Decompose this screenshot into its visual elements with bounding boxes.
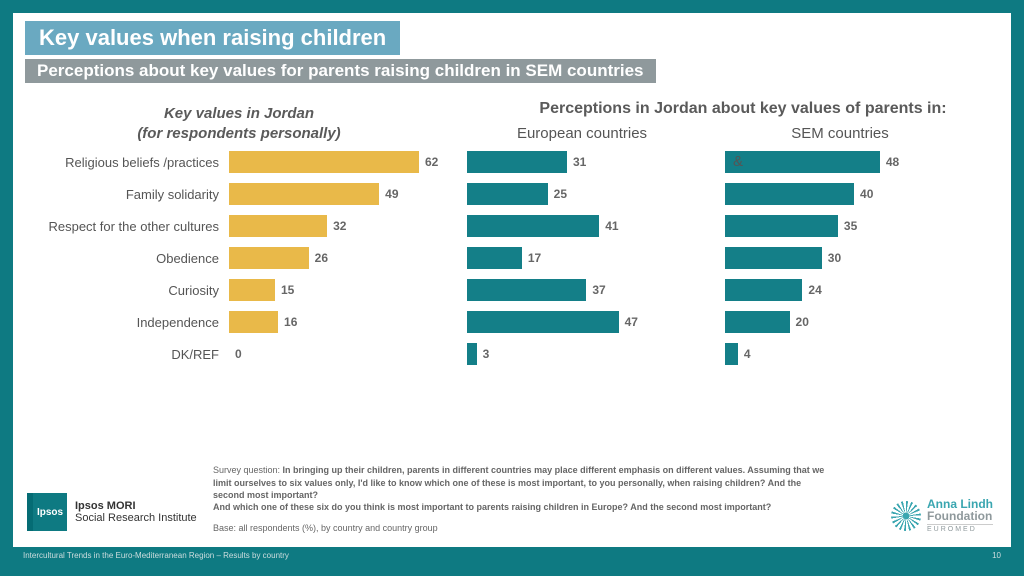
base-note: Base: all respondents (%), by country an… — [213, 523, 438, 533]
category-label: Obedience — [29, 251, 229, 266]
ipsos-logo: Ipsos Ipsos MORI Social Research Institu… — [27, 493, 197, 531]
category-label: Independence — [29, 315, 229, 330]
page-number: 10 — [992, 551, 1001, 560]
bar — [467, 247, 522, 269]
bar-value: 31 — [567, 155, 586, 169]
perception-header: Perceptions in Jordan about key values o… — [513, 99, 973, 118]
bar-row: 31 — [457, 147, 707, 177]
bar-value: 24 — [802, 283, 821, 297]
bar-value: 30 — [822, 251, 841, 265]
chart-left: Key values in Jordan (for respondents pe… — [29, 87, 449, 371]
bar-row: 35 — [715, 211, 965, 241]
bar-row: Curiosity 15 — [29, 275, 449, 305]
bar-row: Family solidarity 49 — [29, 179, 449, 209]
ipsos-text: Ipsos MORI Social Research Institute — [75, 500, 197, 524]
bar-value: 16 — [278, 315, 297, 329]
chart-mid: European countries 3125411737473 — [457, 87, 707, 371]
bar-value: 15 — [275, 283, 294, 297]
charts-row: Key values in Jordan (for respondents pe… — [13, 83, 1011, 371]
anna-lindh-logo: Anna Lindh Foundation EUROMED — [891, 498, 993, 533]
bar-row: 37 — [457, 275, 707, 305]
bar-row: 40 — [715, 179, 965, 209]
bar-row: 47 — [457, 307, 707, 337]
category-label: Religious beliefs /practices — [29, 155, 229, 170]
bar-row: 4 — [715, 339, 965, 369]
bar-value: 47 — [619, 315, 638, 329]
bar-value: 49 — [379, 187, 398, 201]
bar-row: Independence 16 — [29, 307, 449, 337]
category-label: Curiosity — [29, 283, 229, 298]
bar-value: 48 — [880, 155, 899, 169]
bar — [229, 247, 309, 269]
bar-value: 20 — [790, 315, 809, 329]
alf-burst-icon — [891, 501, 921, 531]
bar — [467, 311, 619, 333]
footer-bar: Intercultural Trends in the Euro-Mediter… — [13, 547, 1011, 563]
bar — [229, 151, 419, 173]
bar-value: 25 — [548, 187, 567, 201]
bar — [467, 215, 599, 237]
bar — [467, 151, 567, 173]
bar — [229, 311, 278, 333]
bar-value: 37 — [586, 283, 605, 297]
bar-value: 32 — [327, 219, 346, 233]
chart-left-bars: Religious beliefs /practices 62 Family sol… — [29, 147, 449, 371]
bar-value: 40 — [854, 187, 873, 201]
bar-row: 41 — [457, 211, 707, 241]
slide-canvas: Key values when raising children Percept… — [13, 13, 1011, 563]
bar-value: 41 — [599, 219, 618, 233]
main-title: Key values when raising children — [25, 21, 400, 55]
bar-row: 3 — [457, 339, 707, 369]
bar — [725, 215, 838, 237]
bar-row: Respect for the other cultures 32 — [29, 211, 449, 241]
chart-left-title: Key values in Jordan (for respondents pe… — [29, 87, 449, 147]
bar — [467, 183, 548, 205]
chart-right: SEM countries 4840353024204 — [715, 87, 965, 371]
bar — [229, 279, 275, 301]
bar — [467, 279, 586, 301]
footer-left: Intercultural Trends in the Euro-Mediter… — [23, 551, 289, 560]
bar-row: 17 — [457, 243, 707, 273]
outer-frame: Key values when raising children Percept… — [0, 0, 1024, 576]
category-label: DK/REF — [29, 347, 229, 362]
bar — [467, 343, 477, 365]
category-label: Respect for the other cultures — [29, 219, 229, 234]
bar — [725, 343, 738, 365]
bar-value: 0 — [229, 347, 242, 361]
bar — [725, 279, 802, 301]
bar-value: 4 — [738, 347, 751, 361]
bar-row: 24 — [715, 275, 965, 305]
bar-row: DK/REF0 — [29, 339, 449, 369]
ampersand: & — [733, 153, 743, 170]
bar-value: 62 — [419, 155, 438, 169]
bar — [725, 311, 790, 333]
bar — [725, 151, 880, 173]
chart-right-bars: 48 40 35 30 24 20 4 — [715, 147, 965, 371]
bar-row: 30 — [715, 243, 965, 273]
category-label: Family solidarity — [29, 187, 229, 202]
survey-note: Survey question: In bringing up their ch… — [213, 464, 833, 513]
bar-row: 25 — [457, 179, 707, 209]
bar — [229, 215, 327, 237]
bar-row: 20 — [715, 307, 965, 337]
bar-value: 3 — [477, 347, 490, 361]
bar — [229, 183, 379, 205]
bar-value: 35 — [838, 219, 857, 233]
bar — [725, 247, 822, 269]
bar — [725, 183, 854, 205]
chart-mid-bars: 31 25 41 17 37 47 3 — [457, 147, 707, 371]
bar-row: Religious beliefs /practices 62 — [29, 147, 449, 177]
ipsos-square-icon: Ipsos — [27, 493, 67, 531]
bar-row: 48 — [715, 147, 965, 177]
bar-value: 17 — [522, 251, 541, 265]
bar-value: 26 — [309, 251, 328, 265]
bar-row: Obedience 26 — [29, 243, 449, 273]
subtitle: Perceptions about key values for parents… — [25, 59, 656, 83]
